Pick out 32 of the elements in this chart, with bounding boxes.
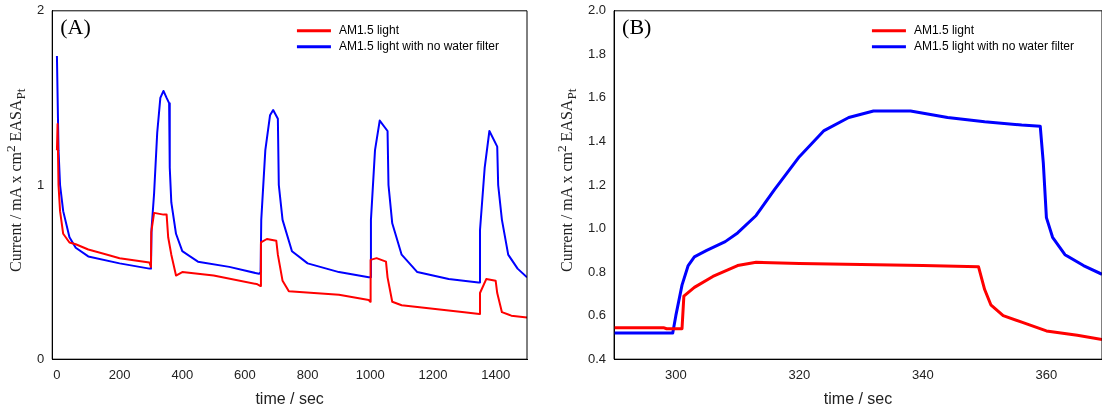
y-tick-label: 0.6 (587, 307, 607, 323)
legend-label: AM1.5 light with no water filter (338, 39, 500, 54)
x-tick-label: 400 (171, 366, 194, 382)
x-tick-label: 320 (788, 366, 811, 382)
x-tick-label: 800 (296, 366, 319, 382)
x-tick-label: 300 (664, 366, 687, 382)
x-tick-label: 600 (234, 366, 256, 382)
y-tick-label: 2 (37, 2, 45, 18)
x-tick-label: 340 (912, 366, 934, 382)
y-tick-label: 1.6 (587, 89, 607, 105)
y-tick-label: 0.4 (587, 350, 607, 366)
legend-label: AM1.5 light with no water filter (913, 39, 1075, 54)
legend-label: AM1.5 light (338, 23, 400, 38)
annotation: (B) (622, 13, 652, 39)
y-tick-label: 1.4 (587, 133, 607, 149)
y-tick-label: 0 (37, 350, 45, 366)
x-tick-label: 1400 (481, 366, 511, 382)
x-tick-label: 360 (1035, 366, 1058, 382)
x-tick-label: 200 (108, 366, 131, 382)
x-tick-label: 0 (53, 366, 61, 382)
y-tick-label: 1.0 (587, 220, 607, 236)
annotation: (A) (60, 13, 91, 39)
x-tick-label: 1200 (418, 366, 448, 382)
y-tick-label: 2.0 (587, 2, 607, 18)
legend-label: AM1.5 light (913, 23, 975, 38)
x-axis-title: time / sec (823, 389, 893, 407)
y-tick-label: 1.2 (587, 176, 607, 192)
y-tick-label: 1 (37, 176, 45, 192)
y-tick-label: 1.8 (587, 45, 607, 61)
x-tick-label: 1000 (355, 366, 385, 382)
y-tick-label: 0.8 (587, 263, 607, 279)
x-axis-title: time / sec (255, 389, 324, 407)
